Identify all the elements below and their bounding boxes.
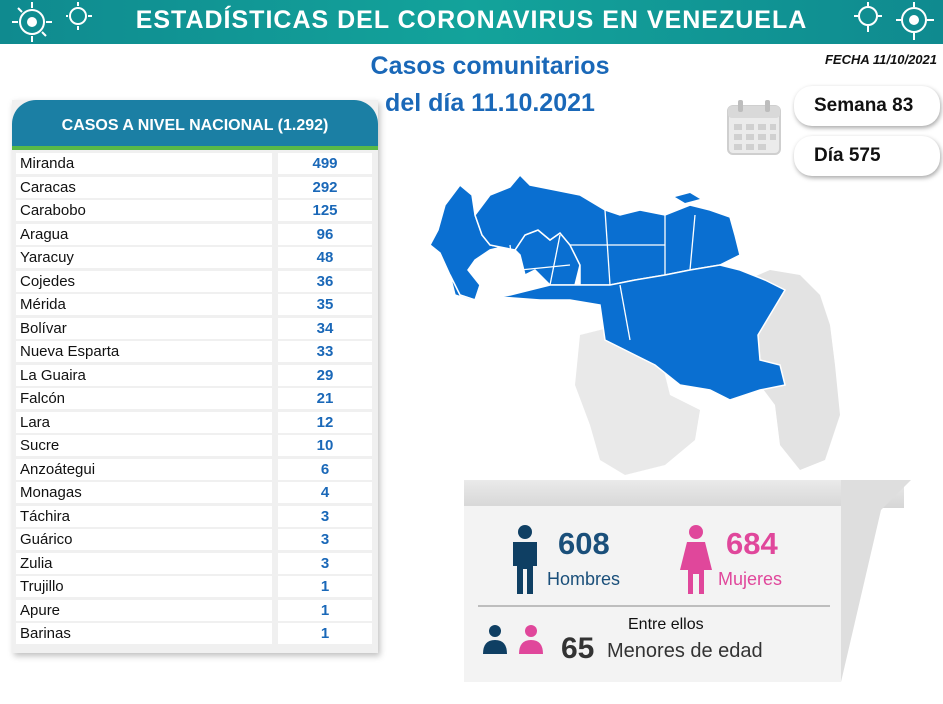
state-name: Carabobo [16, 200, 272, 221]
state-name: Monagas [16, 482, 272, 503]
state-name: Nueva Esparta [16, 341, 272, 362]
case-count: 1 [278, 599, 372, 621]
state-name: Miranda [16, 153, 272, 174]
table-row: Miranda 499 [16, 152, 372, 176]
state-name: Bolívar [16, 317, 272, 339]
entre-ellos-label: Entre ellos [628, 616, 704, 633]
table-row: Monagas 4 [16, 481, 372, 505]
table-row: Cojedes 36 [16, 270, 372, 294]
state-name: Apure [16, 599, 272, 621]
female-label: Mujeres [718, 569, 783, 589]
case-count: 292 [278, 176, 372, 198]
minors-label: Menores de edad [607, 640, 763, 662]
state-name: La Guaira [16, 364, 272, 386]
case-count: 1 [278, 623, 372, 644]
state-name: Zulia [16, 552, 272, 574]
male-label: Hombres [547, 569, 621, 589]
case-count: 1 [278, 576, 372, 597]
state-name: Aragua [16, 223, 272, 245]
banner-title: ESTADÍSTICAS DEL CORONAVIRUS EN VENEZUEL… [135, 6, 808, 34]
table-row: Trujillo 1 [16, 575, 372, 599]
case-count: 3 [278, 529, 372, 550]
state-name: Anzoátegui [16, 458, 272, 480]
date-label: FECHA 11/10/2021 [824, 52, 937, 67]
state-name: Táchira [16, 505, 272, 527]
male-count: 608 [558, 526, 610, 561]
subtitle-line2: del día 11.10.2021 [385, 89, 595, 117]
table-row: Bolívar 34 [16, 317, 372, 341]
case-count: 125 [278, 200, 372, 221]
child-male-icon [483, 625, 507, 654]
case-count: 35 [278, 294, 372, 315]
male-icon [513, 525, 537, 594]
week-badge: Semana 83 [794, 86, 940, 126]
case-count: 34 [278, 317, 372, 339]
subtitle-line1: Casos comunitarios [370, 52, 610, 80]
state-name: Caracas [16, 176, 272, 198]
state-name: Yaracuy [16, 247, 272, 268]
child-female-icon [519, 625, 543, 654]
table-row: Aragua 96 [16, 223, 372, 247]
state-name: Lara [16, 411, 272, 433]
table-row: Falcón 21 [16, 387, 372, 411]
case-count: 96 [278, 223, 372, 245]
minors-count: 65 [561, 632, 595, 665]
table-row: Yaracuy 48 [16, 246, 372, 270]
case-count: 3 [278, 505, 372, 527]
table-header: CASOS A NIVEL NACIONAL (1.292) [12, 100, 378, 150]
virus-icon [854, 2, 934, 40]
state-name: Sucre [16, 435, 272, 456]
table-row: Guárico 3 [16, 528, 372, 552]
venezuela-region [474, 175, 741, 286]
table-row: Sucre 10 [16, 434, 372, 458]
table-row: Mérida 35 [16, 293, 372, 317]
table-row: Zulia 3 [16, 552, 372, 576]
stats-panel-side [841, 480, 911, 682]
stats-panel: 608 Hombres 684 Mujeres Entre ellos 65 M… [464, 506, 841, 682]
case-count: 48 [278, 247, 372, 268]
state-name: Guárico [16, 529, 272, 550]
table-row: Carabobo 125 [16, 199, 372, 223]
table-row: Apure 1 [16, 599, 372, 623]
neighbor-region [575, 325, 700, 475]
case-count: 4 [278, 482, 372, 503]
state-name: Barinas [16, 623, 272, 644]
case-count: 36 [278, 270, 372, 292]
table-row: La Guaira 29 [16, 364, 372, 388]
state-name: Falcón [16, 388, 272, 409]
case-count: 12 [278, 411, 372, 433]
case-count: 33 [278, 341, 372, 362]
state-name: Trujillo [16, 576, 272, 597]
table-row: Lara 12 [16, 411, 372, 435]
female-icon [680, 525, 712, 594]
case-count: 29 [278, 364, 372, 386]
table-row: Táchira 3 [16, 505, 372, 529]
state-name: Mérida [16, 294, 272, 315]
case-count: 499 [278, 153, 372, 174]
case-count: 6 [278, 458, 372, 480]
case-count: 21 [278, 388, 372, 409]
cases-table: CASOS A NIVEL NACIONAL (1.292) Miranda 49… [12, 100, 378, 653]
nueva-esparta [675, 193, 700, 203]
case-count: 3 [278, 552, 372, 574]
case-count: 10 [278, 435, 372, 456]
venezuela-region [449, 264, 787, 401]
table-rows: Miranda 499 Caracas 292 Carabobo 125 Aragua 96 Y… [16, 152, 372, 646]
table-row: Anzoátegui 6 [16, 458, 372, 482]
state-name: Cojedes [16, 270, 272, 292]
table-row: Nueva Esparta 33 [16, 340, 372, 364]
stats-panel-top [464, 480, 904, 508]
table-row: Caracas 292 [16, 176, 372, 200]
divider [478, 605, 830, 607]
top-banner: ESTADÍSTICAS DEL CORONAVIRUS EN VENEZUEL… [0, 0, 943, 44]
day-badge: Día 575 [794, 136, 940, 176]
female-count: 684 [726, 526, 778, 561]
calendar-icon [727, 100, 781, 155]
venezuela-map [429, 175, 840, 475]
page-subtitle: Casos comunitarios del día 11.10.2021 [340, 48, 640, 122]
table-row: Barinas 1 [16, 622, 372, 646]
virus-icon [12, 2, 92, 42]
